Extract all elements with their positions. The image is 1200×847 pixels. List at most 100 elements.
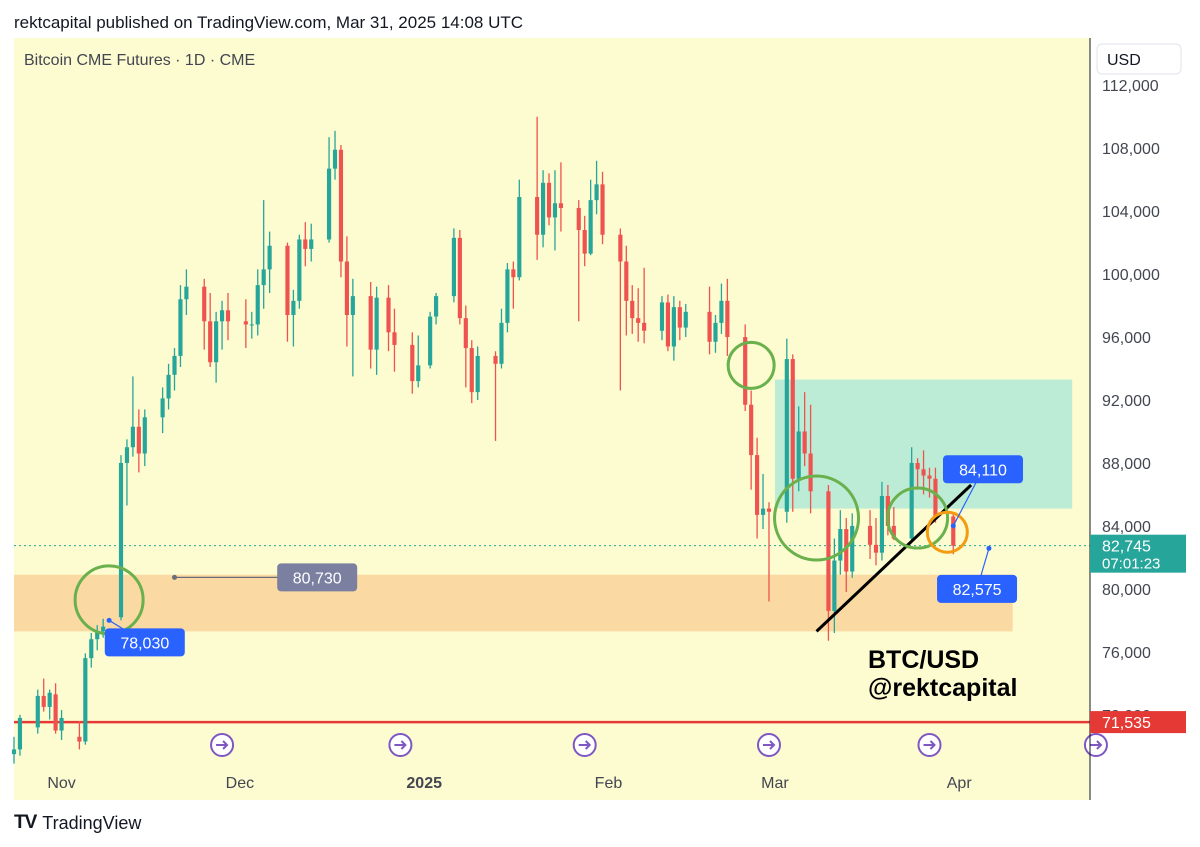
candle[interactable]: [594, 160, 599, 215]
tradingview-brand[interactable]: TradingView: [42, 812, 142, 833]
candle[interactable]: [225, 292, 231, 341]
candle[interactable]: [350, 278, 355, 377]
highlight-circle-1[interactable]: [726, 340, 776, 390]
candle[interactable]: [136, 409, 141, 473]
candle[interactable]: [124, 439, 130, 506]
candle[interactable]: [433, 292, 439, 325]
candle[interactable]: [766, 502, 772, 602]
candle[interactable]: [89, 632, 94, 668]
candle[interactable]: [838, 510, 843, 575]
candle[interactable]: [517, 179, 522, 281]
candle[interactable]: [790, 354, 795, 512]
candle[interactable]: [576, 200, 581, 322]
event-marker-icon[interactable]: [572, 733, 597, 757]
candle[interactable]: [921, 450, 926, 495]
candle[interactable]: [291, 289, 296, 347]
candle[interactable]: [332, 130, 338, 180]
candle[interactable]: [469, 340, 474, 404]
candle[interactable]: [59, 710, 64, 740]
candle[interactable]: [493, 351, 498, 441]
candle[interactable]: [719, 283, 724, 334]
candle[interactable]: [184, 269, 189, 316]
candle[interactable]: [17, 714, 23, 756]
candle[interactable]: [499, 308, 504, 369]
candle[interactable]: [457, 230, 462, 325]
candle[interactable]: [808, 404, 813, 514]
candle[interactable]: [909, 447, 914, 542]
candle[interactable]: [208, 292, 213, 367]
candle[interactable]: [53, 683, 58, 734]
candle[interactable]: [77, 721, 82, 750]
candle[interactable]: [707, 286, 712, 355]
candle[interactable]: [285, 242, 290, 342]
candle[interactable]: [755, 437, 760, 539]
candle[interactable]: [166, 363, 171, 410]
candle[interactable]: [850, 513, 855, 578]
candle[interactable]: [267, 231, 272, 293]
candle[interactable]: [630, 285, 635, 334]
candle[interactable]: [826, 484, 831, 641]
tradingview-logo-icon[interactable]: TV: [14, 812, 37, 833]
candle[interactable]: [41, 678, 46, 712]
candle[interactable]: [95, 625, 100, 651]
candle[interactable]: [130, 376, 135, 457]
candle[interactable]: [879, 481, 885, 561]
candle[interactable]: [588, 179, 593, 256]
candle[interactable]: [463, 305, 468, 388]
candle[interactable]: [261, 200, 266, 309]
candle[interactable]: [600, 171, 605, 245]
candle[interactable]: [338, 145, 344, 278]
candle[interactable]: [558, 162, 563, 232]
candle[interactable]: [83, 653, 88, 745]
candle[interactable]: [844, 518, 849, 593]
candle[interactable]: [832, 538, 837, 633]
candle[interactable]: [118, 455, 124, 621]
candle[interactable]: [309, 223, 314, 262]
price-label-2[interactable]: 84,110: [942, 455, 1023, 529]
candle[interactable]: [725, 278, 730, 356]
candle[interactable]: [47, 689, 52, 720]
candle[interactable]: [374, 286, 379, 375]
candle[interactable]: [214, 311, 219, 383]
candle[interactable]: [511, 261, 516, 309]
candle[interactable]: [665, 294, 671, 352]
candle[interactable]: [713, 315, 718, 353]
event-marker-icon[interactable]: [917, 733, 942, 757]
candle[interactable]: [915, 458, 920, 490]
candle[interactable]: [178, 285, 183, 367]
candle[interactable]: [255, 269, 260, 336]
candle[interactable]: [475, 346, 480, 400]
candle[interactable]: [873, 518, 879, 566]
candle[interactable]: [219, 300, 225, 350]
candle[interactable]: [451, 228, 456, 303]
price-label-1[interactable]: 78,030: [104, 617, 185, 657]
candle[interactable]: [410, 332, 415, 394]
currency-selector[interactable]: [1096, 43, 1182, 75]
candle[interactable]: [35, 689, 40, 734]
candle[interactable]: [760, 473, 766, 530]
candle[interactable]: [172, 348, 177, 391]
candle[interactable]: [428, 311, 433, 369]
candle[interactable]: [552, 170, 558, 251]
candle[interactable]: [249, 311, 254, 339]
candle[interactable]: [659, 296, 665, 341]
candle[interactable]: [142, 409, 147, 467]
candle[interactable]: [535, 116, 540, 260]
candle[interactable]: [683, 303, 688, 338]
event-marker-icon[interactable]: [388, 733, 413, 757]
candle[interactable]: [344, 236, 349, 347]
candle[interactable]: [11, 736, 17, 764]
candle[interactable]: [671, 296, 676, 361]
candle[interactable]: [618, 228, 623, 391]
candle[interactable]: [326, 137, 332, 243]
price-label-3[interactable]: 82,575: [937, 545, 1018, 603]
candle[interactable]: [392, 308, 397, 372]
candle[interactable]: [796, 406, 801, 492]
highlight-circle-2[interactable]: [773, 474, 861, 562]
candle[interactable]: [677, 300, 682, 341]
candle[interactable]: [202, 278, 207, 350]
candle[interactable]: [416, 335, 421, 388]
event-marker-icon[interactable]: [756, 733, 781, 757]
candle[interactable]: [303, 222, 308, 267]
